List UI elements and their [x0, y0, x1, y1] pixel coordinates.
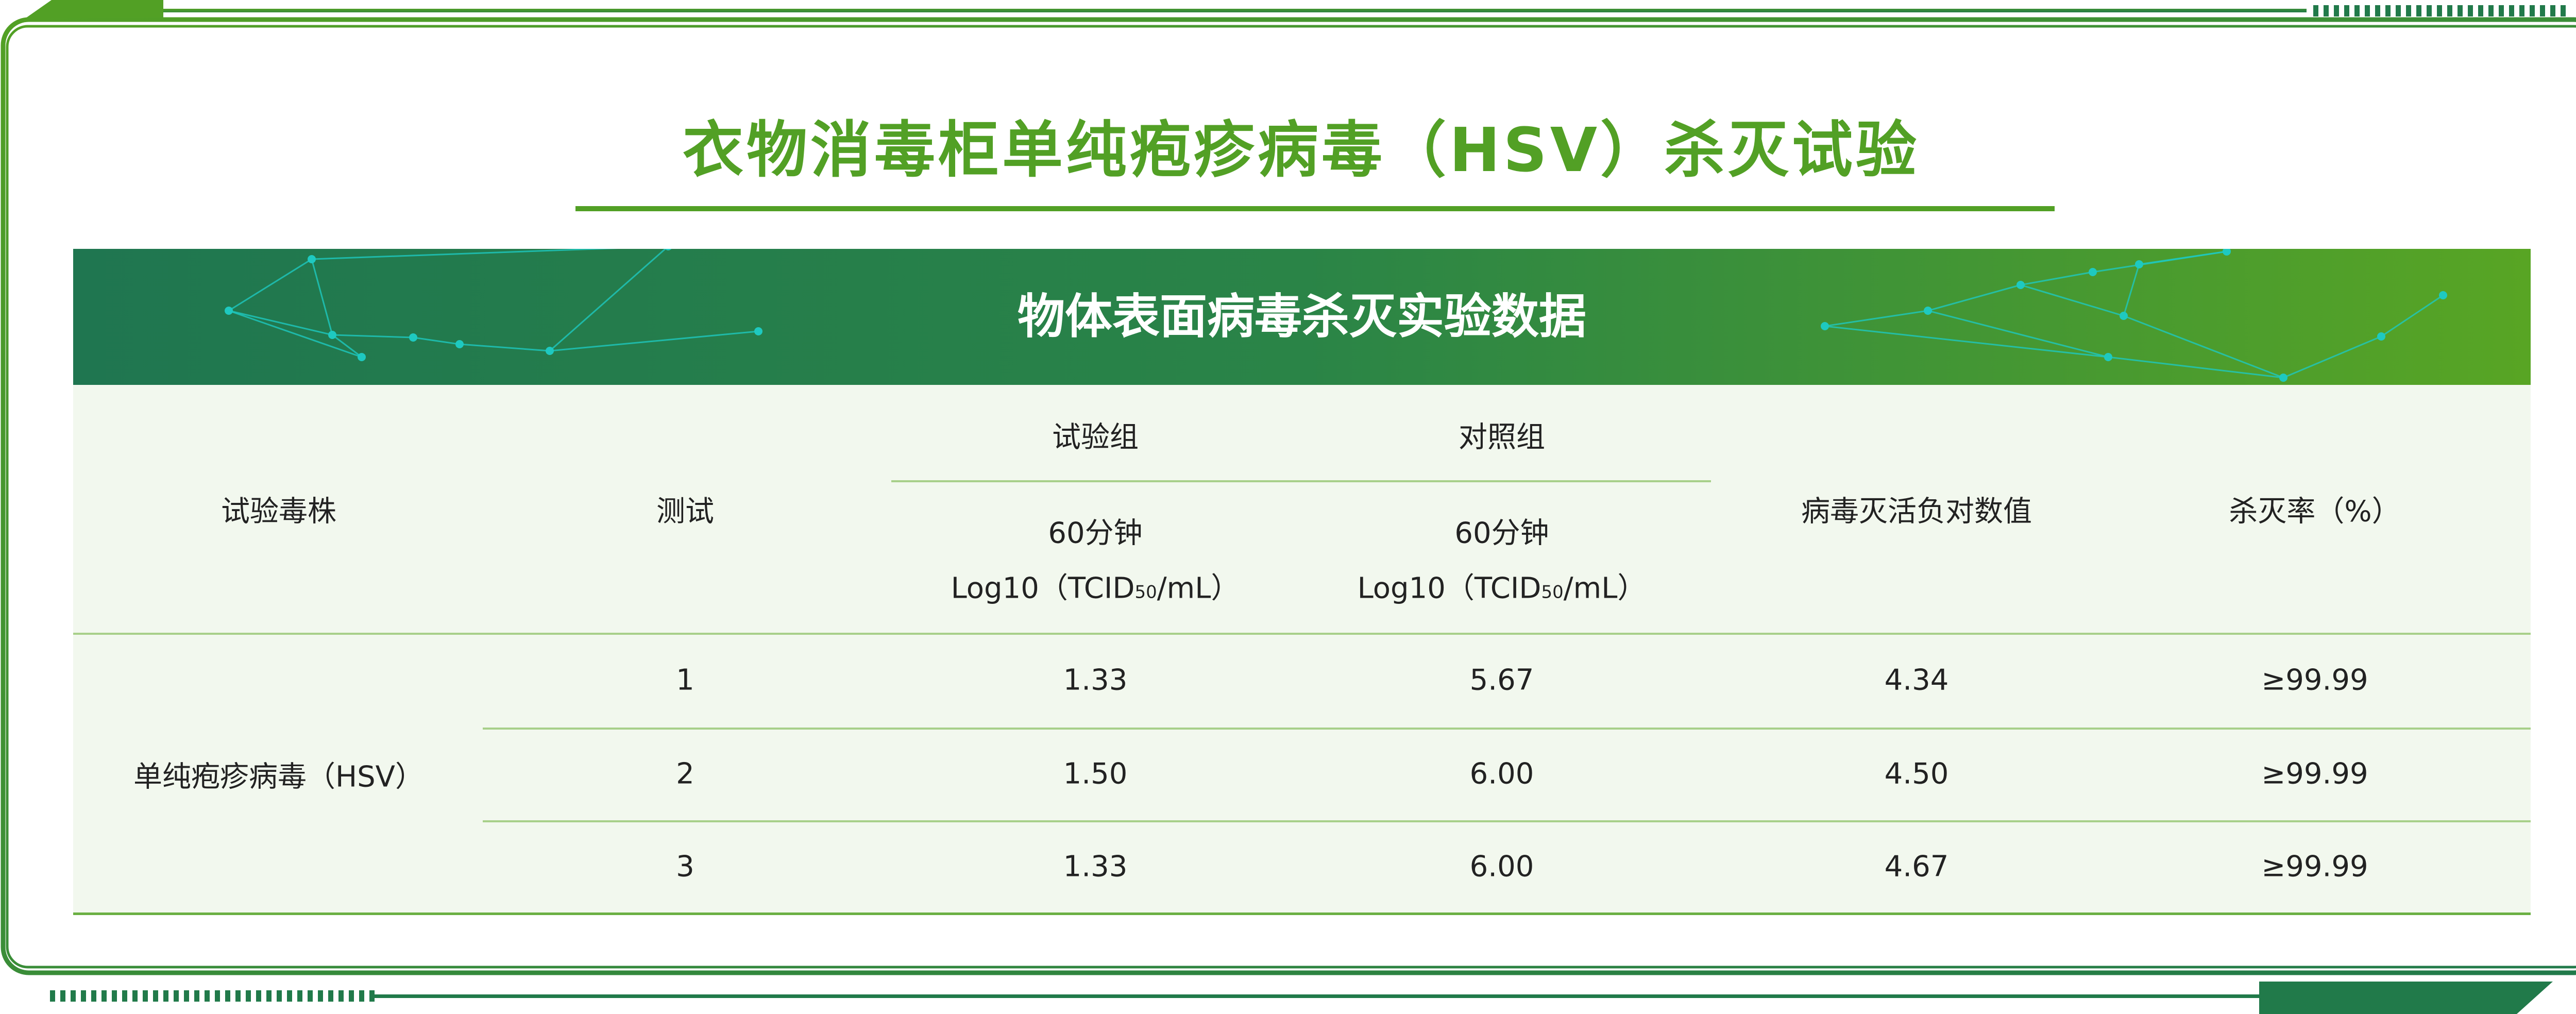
title-underline — [575, 206, 2055, 211]
header-test: 测试 — [656, 495, 714, 529]
network-node — [409, 333, 417, 342]
header-control-group: 对照组 — [1459, 420, 1545, 454]
cell-kill-rate: ≥99.99 — [2261, 663, 2368, 697]
cell-log-reduction: 4.50 — [1884, 757, 1949, 791]
header-divider — [891, 480, 1711, 482]
cell-control-group: 5.67 — [1469, 663, 1534, 697]
network-node — [2377, 332, 2385, 341]
network-node — [358, 353, 366, 361]
header-test-time: 60分钟 — [1048, 516, 1143, 550]
network-node — [328, 331, 336, 339]
cell-kill-rate: ≥99.99 — [2261, 850, 2368, 884]
header-test-unit: Log10（TCID50/mL） — [951, 571, 1240, 605]
cell-test: 3 — [676, 850, 694, 884]
cell-test: 1 — [676, 663, 694, 697]
network-node — [754, 327, 762, 335]
header-bottom-line — [73, 633, 2531, 635]
network-node — [2104, 353, 2112, 361]
network-node — [1821, 322, 1829, 330]
cell-test-group: 1.33 — [1063, 663, 1128, 697]
network-node — [308, 255, 316, 263]
header-log-reduction: 病毒灭活负对数值 — [1801, 495, 2032, 529]
cell-control-group: 6.00 — [1469, 757, 1534, 791]
cell-kill-rate: ≥99.99 — [2261, 757, 2368, 791]
cell-control-group: 6.00 — [1469, 850, 1534, 884]
header-control-unit: Log10（TCID50/mL） — [1357, 571, 1647, 605]
page-title: 衣物消毒柜单纯疱疹病毒（HSV）杀灭试验 — [682, 114, 1920, 185]
section-banner: 物体表面病毒杀灭实验数据 — [73, 249, 2531, 385]
row-divider — [483, 820, 2531, 822]
table-bottom-line — [73, 912, 2531, 915]
network-node — [225, 307, 233, 315]
network-node — [1924, 307, 1932, 315]
strain-name: 单纯疱疹病毒（HSV） — [133, 760, 424, 794]
header-kill-rate: 杀灭率（%） — [2229, 495, 2401, 529]
cell-test-group: 1.33 — [1063, 850, 1128, 884]
network-node — [546, 347, 554, 355]
network-node — [2135, 260, 2143, 268]
network-node — [2279, 374, 2287, 382]
header-strain: 试验毒株 — [221, 495, 336, 529]
network-node — [665, 249, 672, 250]
network-pattern — [225, 249, 2447, 382]
cell-test-group: 1.50 — [1063, 757, 1128, 791]
network-node — [2439, 291, 2447, 299]
banner-title: 物体表面病毒杀灭实验数据 — [1017, 289, 1586, 344]
network-node — [2120, 312, 2128, 320]
network-node — [455, 340, 464, 348]
network-node — [2223, 249, 2231, 256]
data-table: 试验毒株 测试 试验组 对照组 60分钟 Log10（TCID50/mL） 60… — [73, 385, 2531, 915]
cell-test: 2 — [676, 757, 694, 791]
cell-log-reduction: 4.34 — [1884, 663, 1949, 697]
header-test-group: 试验组 — [1052, 420, 1139, 454]
cell-log-reduction: 4.67 — [1884, 850, 1949, 884]
header-control-time: 60分钟 — [1454, 516, 1549, 550]
network-node — [2016, 281, 2025, 289]
row-divider — [483, 728, 2531, 730]
network-node — [2089, 268, 2097, 276]
